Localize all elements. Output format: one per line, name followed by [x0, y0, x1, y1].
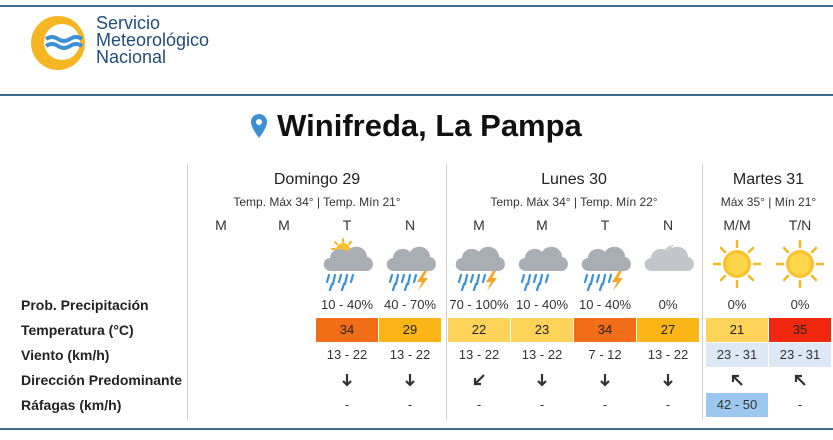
separator-monday: [446, 164, 447, 420]
precipitation-cell: 40 - 70%: [383, 297, 437, 312]
wind-cell: 13 - 22: [458, 347, 500, 362]
sun-icon: [770, 237, 830, 291]
org-name-line1: Servicio: [96, 13, 161, 33]
separator-sunday: [187, 164, 188, 420]
location-title: Winifreda, La Pampa: [277, 108, 582, 143]
day-name: Martes 31: [732, 171, 805, 188]
header-rule: [0, 94, 833, 96]
gust-cell: -: [602, 397, 608, 412]
wind-cell: 13 - 22: [521, 347, 563, 362]
precipitation-cell: 0%: [727, 297, 747, 312]
wind-cell: 13 - 22: [326, 347, 368, 362]
precipitation-cell: 10 - 40%: [515, 297, 569, 312]
location-title-wrap: Winifreda, La Pampa: [0, 108, 833, 144]
wind-cell: 7 - 12: [588, 347, 622, 362]
northwest-arrow-icon: [731, 374, 743, 386]
sun-cloud-rain-icon: [317, 237, 377, 291]
south-arrow-icon: [537, 374, 547, 387]
row-label-direction: Dirección Predominante: [21, 372, 183, 388]
period-label: M: [536, 217, 548, 233]
precipitation-cell: 0%: [658, 297, 678, 312]
wind-cell: 13 - 22: [389, 347, 431, 362]
period-label: M/M: [723, 217, 751, 233]
temperature-cell: 21: [706, 318, 768, 342]
precipitation-cell: 10 - 40%: [320, 297, 374, 312]
period-label: T: [342, 217, 352, 233]
top-rule: [0, 5, 833, 7]
period-label: M: [215, 217, 227, 233]
sun-icon: [707, 237, 767, 291]
gust-cell: -: [665, 397, 671, 412]
cloud-rain-icon: [512, 237, 572, 291]
period-label: N: [404, 217, 416, 233]
temperature-cell: 27: [637, 318, 699, 342]
storm-icon: [575, 237, 635, 291]
period-label: N: [662, 217, 674, 233]
cloudy-night-icon: [638, 237, 698, 291]
precipitation-cell: 0%: [790, 297, 810, 312]
org-name: Servicio Meteorológico Nacional: [96, 13, 210, 67]
smn-logo-icon: [31, 16, 85, 70]
location-pin-icon: [251, 114, 268, 138]
day-temps: Máx 35° | Mín 21°: [720, 195, 817, 209]
row-label-temperature: Temperatura (°C): [21, 322, 134, 338]
gust-cell: -: [476, 397, 482, 412]
bottom-rule: [0, 428, 833, 430]
day-name: Domingo 29: [273, 171, 361, 188]
temperature-cell: 34: [316, 318, 378, 342]
wind-cell: 13 - 22: [647, 347, 689, 362]
row-label-gusts: Ráfagas (km/h): [21, 397, 122, 413]
gust-cell: -: [539, 397, 545, 412]
wind-cell: 23 - 31: [706, 343, 768, 367]
day-name: Lunes 30: [541, 171, 607, 188]
period-label: T/N: [788, 217, 812, 233]
period-label: T: [600, 217, 610, 233]
temperature-cell: 34: [574, 318, 636, 342]
precipitation-cell: 10 - 40%: [578, 297, 632, 312]
row-label-wind: Viento (km/h): [21, 347, 110, 363]
period-label: M: [473, 217, 485, 233]
org-name-line2: Meteorológico: [96, 30, 210, 50]
northwest-arrow-icon: [794, 374, 806, 386]
temperature-cell: 29: [379, 318, 441, 342]
temperature-cell: 22: [448, 318, 510, 342]
day-temps: Temp. Máx 34° | Temp. Mín 21°: [233, 195, 401, 209]
gust-cell: -: [344, 397, 350, 412]
day-temps: Temp. Máx 34° | Temp. Mín 22°: [490, 195, 658, 209]
storm-icon: [449, 237, 509, 291]
temperature-cell: 35: [769, 318, 831, 342]
south-arrow-icon: [342, 374, 352, 387]
wind-cell: 23 - 31: [769, 343, 831, 367]
gust-cell: 42 - 50: [706, 393, 768, 417]
precipitation-cell: 70 - 100%: [449, 297, 509, 312]
temperature-cell: 23: [511, 318, 573, 342]
storm-icon: [380, 237, 440, 291]
org-name-line3: Nacional: [96, 47, 167, 67]
gust-cell: -: [797, 397, 803, 412]
row-label-precipitation: Prob. Precipitación: [21, 297, 149, 313]
separator-tuesday: [702, 164, 703, 420]
south-arrow-icon: [600, 374, 610, 387]
south-arrow-icon: [405, 374, 415, 387]
south-arrow-icon: [663, 374, 673, 387]
gust-cell: -: [407, 397, 413, 412]
southwest-arrow-icon: [473, 374, 485, 386]
period-label: M: [278, 217, 290, 233]
